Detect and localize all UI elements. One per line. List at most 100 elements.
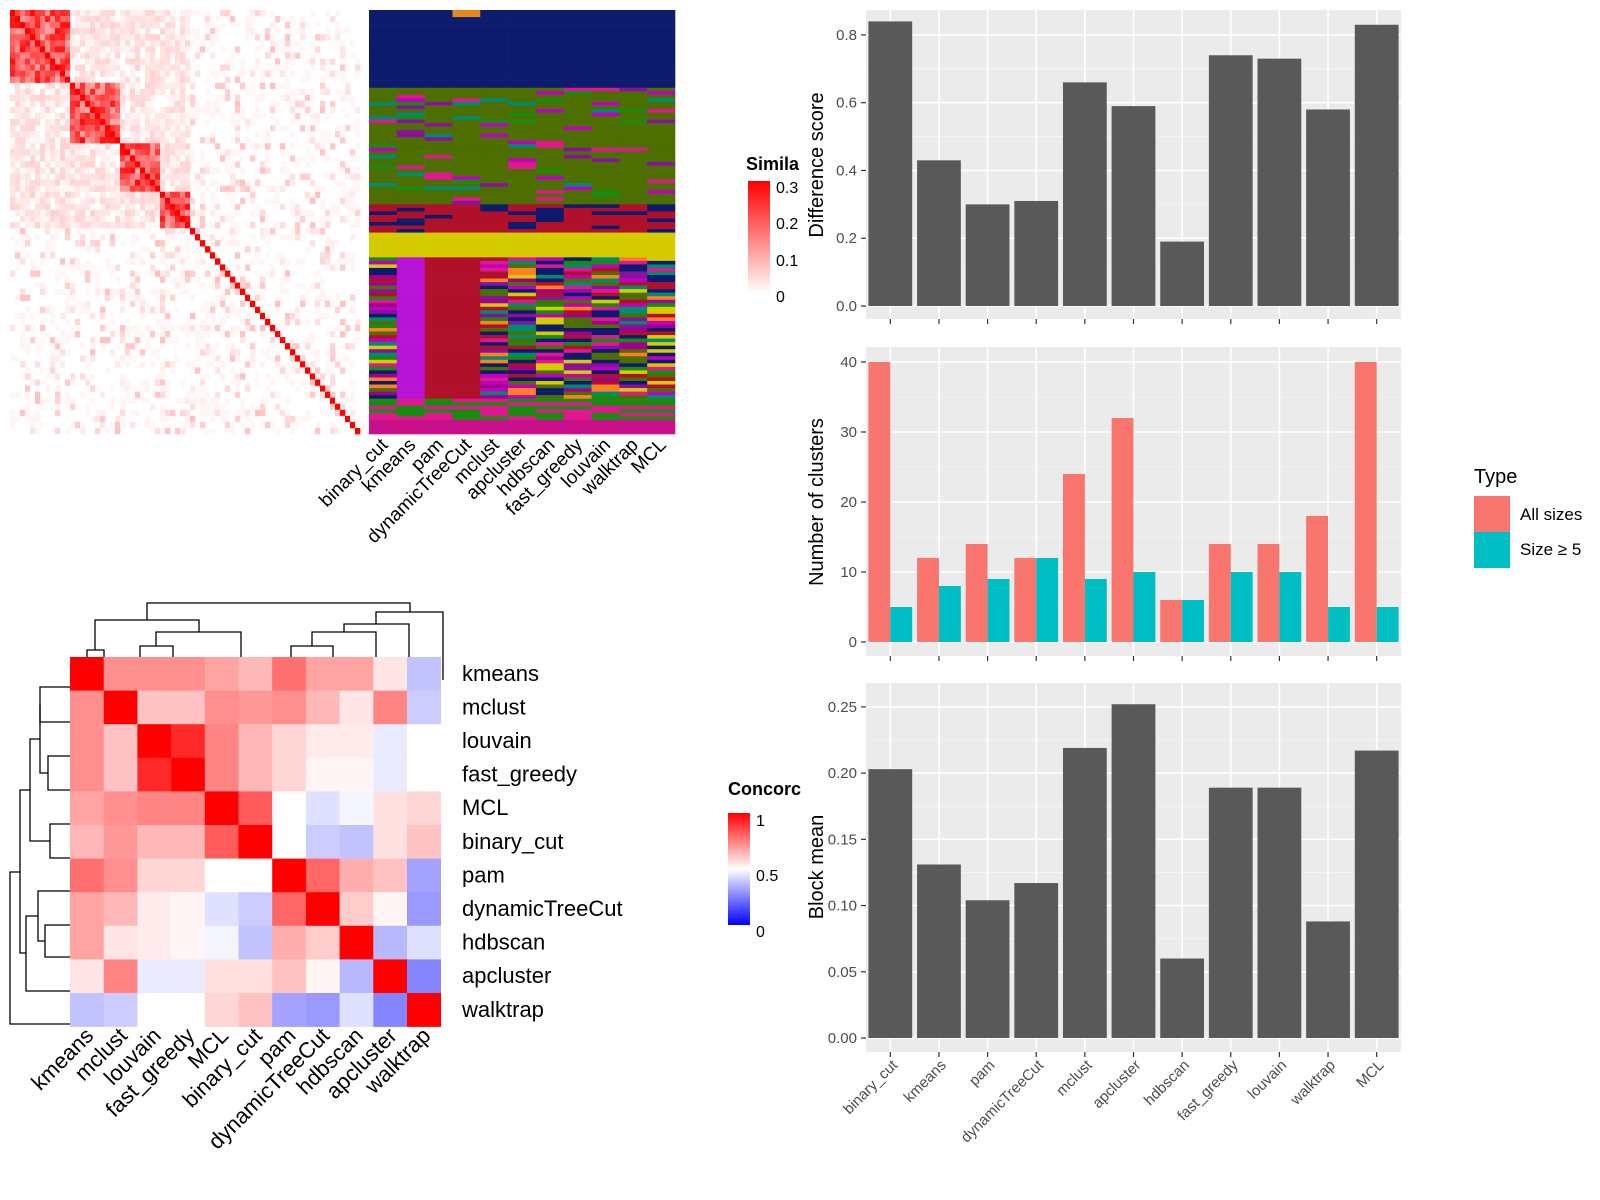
similarity-cell [70, 161, 76, 168]
cluster-cell [508, 179, 537, 184]
cluster-cell [619, 373, 648, 378]
cluster-cell [563, 101, 592, 106]
similarity-cell [85, 306, 91, 314]
similarity-cell [25, 22, 31, 29]
cluster-cell [535, 271, 565, 276]
cluster-cell [480, 77, 509, 81]
similarity-cell [305, 343, 311, 350]
similarity-cell [115, 34, 121, 41]
cluster-cell [480, 119, 509, 124]
similarity-cell [40, 367, 46, 374]
similarity-cell [290, 16, 296, 23]
similarity-legend-tick: 0.3 [776, 180, 798, 197]
similarity-cell [80, 100, 86, 108]
similarity-cell [135, 64, 141, 71]
similarity-cell [275, 252, 281, 259]
similarity-cell [80, 167, 86, 174]
cluster-cell [563, 409, 592, 414]
similarity-cell [125, 318, 131, 326]
similarity-cell [330, 209, 336, 217]
cluster-cell [369, 63, 398, 67]
similarity-cell [175, 149, 181, 156]
cluster-cell [508, 24, 537, 28]
cluster-cell [647, 275, 676, 279]
similarity-cell [20, 52, 26, 59]
similarity-cell [90, 161, 96, 168]
similarity-cell [265, 397, 271, 405]
similarity-cell [245, 137, 251, 144]
similarity-cell [15, 88, 21, 96]
similarity-cell [210, 397, 216, 405]
cluster-cell [480, 409, 509, 414]
similarity-cell [170, 228, 176, 235]
cluster-cell [452, 222, 481, 226]
cluster-cell [369, 285, 398, 290]
similarity-cell [315, 300, 321, 308]
similarity-cell [75, 82, 81, 90]
cluster-cell [452, 324, 481, 329]
similarity-cell [15, 40, 21, 47]
bar [917, 864, 961, 1038]
similarity-cell [10, 16, 16, 23]
cluster-cell [424, 13, 453, 18]
cluster-cell [591, 204, 620, 209]
similarity-cell [280, 94, 286, 102]
similarity-cell [245, 34, 251, 41]
cluster-cell [369, 165, 398, 170]
cluster-cell [563, 267, 592, 272]
similarity-cell [200, 385, 206, 392]
similarity-cell [80, 391, 86, 398]
cluster-cell [480, 275, 509, 279]
cluster-cell [369, 264, 398, 269]
cluster-cell [396, 306, 425, 311]
similarity-cell [350, 185, 356, 193]
similarity-cell [165, 288, 171, 295]
cluster-cell [647, 356, 676, 361]
similarity-cell [335, 179, 341, 186]
cluster-cell [369, 395, 398, 399]
similarity-cell [15, 112, 21, 120]
similarity-cell [280, 282, 286, 289]
cluster-cell [369, 147, 398, 152]
cluster-cell [452, 186, 481, 191]
cluster-cell [369, 236, 398, 240]
cluster-cell [619, 271, 648, 276]
cluster-cell [508, 169, 537, 173]
similarity-cell [60, 46, 66, 53]
similarity-cell [20, 22, 26, 29]
similarity-cell [120, 143, 126, 150]
cluster-cell [591, 123, 620, 127]
similarity-cell [305, 94, 311, 102]
cluster-cell [535, 267, 565, 272]
cluster-cell [508, 303, 537, 308]
cluster-cell [535, 98, 565, 103]
similarity-cell [60, 82, 66, 90]
similarity-cell [240, 58, 246, 65]
cluster-cell [369, 105, 398, 110]
similarity-cell [230, 22, 236, 29]
cluster-cell [591, 342, 620, 346]
similarity-cell [185, 252, 191, 259]
bar [1257, 58, 1302, 306]
similarity-cell [220, 373, 226, 380]
cluster-cell [424, 356, 453, 361]
similarity-cell [95, 28, 101, 35]
cluster-cell [591, 172, 620, 177]
similarity-cell [305, 106, 311, 114]
x-category-label: mclust [1053, 1056, 1096, 1099]
similarity-cell [135, 131, 141, 138]
similarity-cell [195, 367, 201, 374]
cluster-cell [369, 225, 398, 230]
similarity-cell [195, 264, 201, 271]
y-tick-label: 0.8 [836, 27, 857, 44]
similarity-cell [40, 209, 46, 217]
cluster-cell [424, 320, 453, 325]
similarity-cell [180, 282, 186, 289]
concordance-cell [204, 825, 239, 859]
similarity-cell [60, 197, 66, 205]
cluster-cell [396, 80, 425, 85]
concordance-cell [373, 690, 408, 725]
cluster-cell [647, 10, 676, 14]
cluster-cell [647, 296, 676, 301]
similarity-cell [330, 349, 336, 356]
